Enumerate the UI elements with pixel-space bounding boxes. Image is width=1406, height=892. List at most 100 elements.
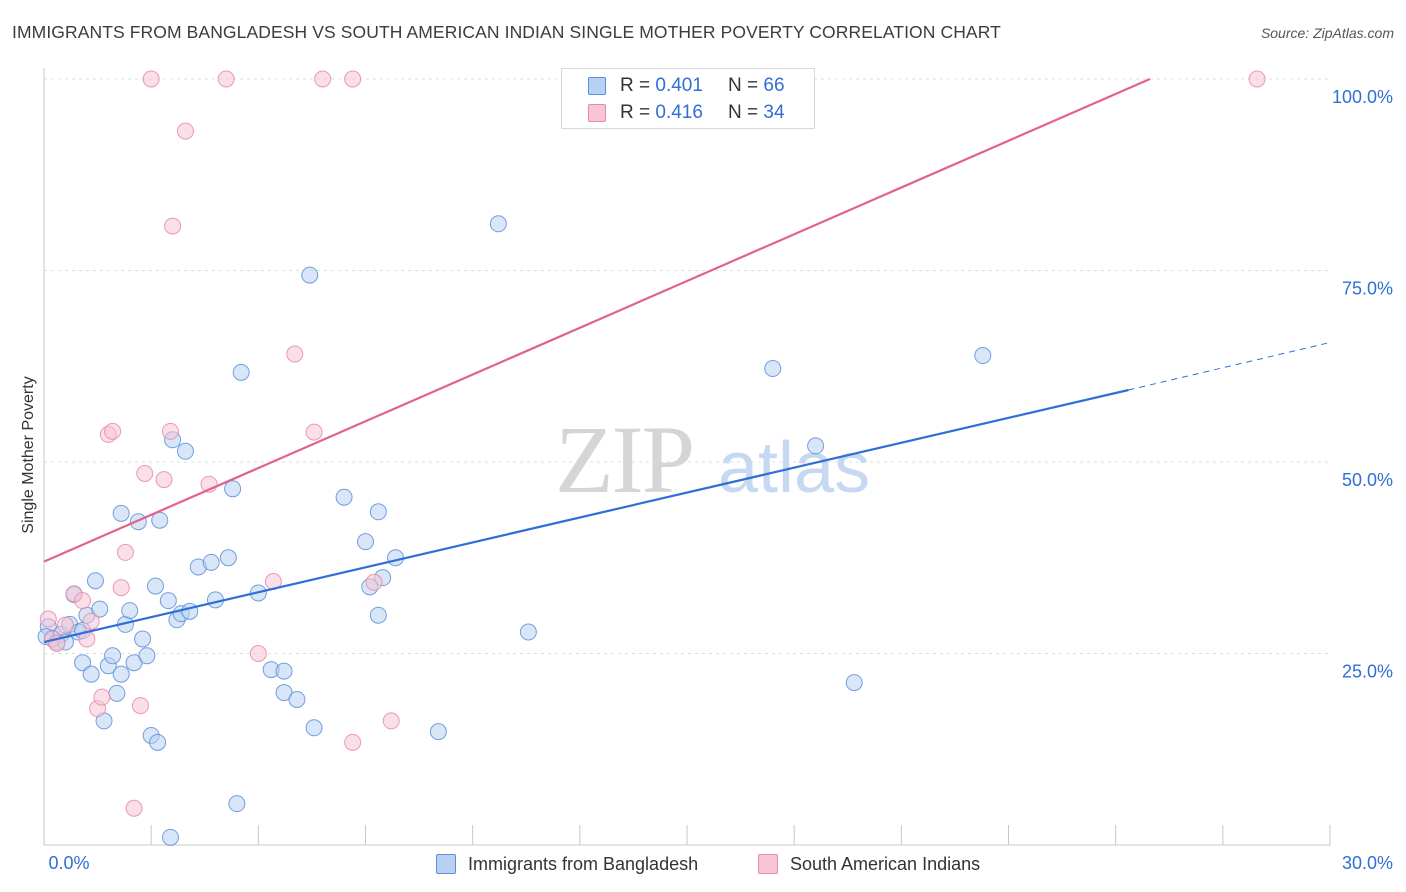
- data-point-south-american: [344, 733, 362, 751]
- trend-line-south-american: [43, 77, 1151, 563]
- trend-line-bangladesh: [43, 388, 1129, 644]
- data-point-bangladesh: [146, 577, 164, 595]
- legend-n-label: N =: [728, 75, 764, 96]
- data-point-bangladesh: [202, 553, 220, 571]
- legend-row-bangladesh: R = 0.401 N = 66: [588, 73, 818, 99]
- data-point-bangladesh: [232, 363, 250, 381]
- data-point-bangladesh: [519, 623, 537, 641]
- legend-swatch-pink: [588, 104, 606, 122]
- data-point-bangladesh: [974, 347, 992, 365]
- data-point-south-american: [249, 645, 267, 662]
- data-point-bangladesh: [224, 480, 242, 498]
- series-legend-south-american: South American Indians: [758, 852, 980, 876]
- data-point-bangladesh: [104, 647, 122, 665]
- data-point-south-american: [155, 471, 173, 489]
- legend-n-value: 66: [763, 75, 785, 96]
- data-point-bangladesh: [228, 795, 246, 813]
- legend-swatch-blue: [588, 77, 606, 95]
- trend-layer: [43, 77, 1331, 644]
- data-point-bangladesh: [369, 503, 387, 521]
- data-point-bangladesh: [82, 665, 100, 683]
- data-point-south-american: [125, 799, 143, 817]
- legend-r-label: R =: [620, 75, 656, 96]
- data-point-south-american: [305, 423, 323, 441]
- data-point-bangladesh: [219, 549, 237, 567]
- data-point-south-american: [161, 422, 179, 440]
- data-point-bangladesh: [134, 630, 152, 648]
- x-tick-label: 30.0%: [1342, 853, 1393, 873]
- data-point-south-american: [39, 610, 57, 628]
- y-tick-label: 100.0%: [1332, 87, 1393, 107]
- legend-r-label: R =: [620, 102, 656, 123]
- data-point-bangladesh: [429, 723, 447, 741]
- data-point-bangladesh: [138, 647, 156, 665]
- data-point-bangladesh: [305, 719, 323, 737]
- data-point-bangladesh: [845, 674, 863, 692]
- data-point-bangladesh: [159, 592, 177, 610]
- x-tick-label: 0.0%: [48, 853, 89, 873]
- data-point-south-american: [1248, 70, 1266, 88]
- series-swatch-pink: [758, 854, 778, 874]
- data-point-bangladesh: [176, 442, 194, 460]
- data-point-south-american: [136, 464, 154, 482]
- watermark: ZIP atlas: [555, 406, 870, 513]
- chart-source: Source: ZipAtlas.com: [1260, 25, 1394, 41]
- data-point-bangladesh: [74, 654, 92, 672]
- data-point-bangladesh: [288, 690, 306, 708]
- legend-r-value: 0.401: [655, 75, 703, 96]
- correlation-legend: R = 0.401 N = 66 R = 0.416 N = 34: [561, 68, 815, 129]
- axis-layer: [43, 68, 1331, 846]
- data-point-bangladesh: [121, 602, 139, 620]
- data-point-bangladesh: [275, 662, 293, 680]
- data-point-bangladesh: [161, 828, 179, 846]
- data-point-south-american: [74, 592, 92, 610]
- legend-row-south-american: R = 0.416 N = 34: [588, 100, 818, 126]
- data-point-bangladesh: [301, 266, 319, 284]
- data-point-bangladesh: [112, 504, 130, 522]
- data-point-bangladesh: [489, 215, 507, 233]
- data-point-south-american: [131, 697, 149, 715]
- legend-n-label: N =: [728, 102, 764, 123]
- data-point-south-american: [104, 422, 122, 440]
- data-point-bangladesh: [91, 600, 109, 618]
- data-point-south-american: [344, 70, 362, 88]
- series-swatch-blue: [436, 854, 456, 874]
- data-point-south-american: [176, 122, 194, 140]
- grid-layer: [44, 78, 1330, 654]
- data-point-bangladesh: [369, 606, 387, 624]
- data-point-bangladesh: [764, 360, 782, 378]
- data-point-south-american: [314, 70, 332, 88]
- data-point-bangladesh: [108, 684, 126, 702]
- data-point-bangladesh: [86, 572, 104, 590]
- y-axis-label: Single Mother Poverty: [20, 376, 37, 534]
- legend-r-value: 0.416: [655, 102, 703, 123]
- data-point-south-american: [56, 616, 74, 634]
- points-layer: [37, 70, 1266, 846]
- data-point-south-american: [82, 612, 100, 630]
- data-point-bangladesh: [149, 733, 167, 751]
- legend-n-value: 34: [763, 102, 785, 123]
- tick-label-layer: 25.0% 50.0% 75.0% 100.0% 0.0% 30.0%: [48, 87, 1393, 873]
- data-point-bangladesh: [807, 437, 825, 455]
- series-legend-bangladesh: Immigrants from Bangladesh: [436, 852, 698, 876]
- series-label-south-american: South American Indians: [790, 853, 981, 874]
- data-point-south-american: [382, 712, 400, 730]
- data-point-south-american: [286, 345, 304, 363]
- data-point-south-american: [93, 688, 111, 706]
- data-point-south-american: [217, 70, 235, 88]
- data-point-bangladesh: [335, 488, 353, 506]
- data-point-bangladesh: [387, 549, 405, 567]
- data-point-bangladesh: [357, 533, 374, 551]
- y-tick-label: 75.0%: [1342, 279, 1393, 299]
- data-point-south-american: [142, 70, 160, 88]
- data-point-south-american: [116, 543, 134, 561]
- data-point-south-american: [365, 573, 383, 591]
- data-point-south-american: [112, 579, 130, 597]
- trend-line-bangladesh-extension: [1128, 342, 1331, 391]
- chart-title: IMMIGRANTS FROM BANGLADESH VS SOUTH AMER…: [12, 22, 1001, 42]
- data-point-bangladesh: [112, 665, 130, 683]
- y-tick-label: 50.0%: [1342, 470, 1393, 490]
- y-tick-label: 25.0%: [1342, 662, 1393, 682]
- data-point-south-american: [164, 217, 182, 235]
